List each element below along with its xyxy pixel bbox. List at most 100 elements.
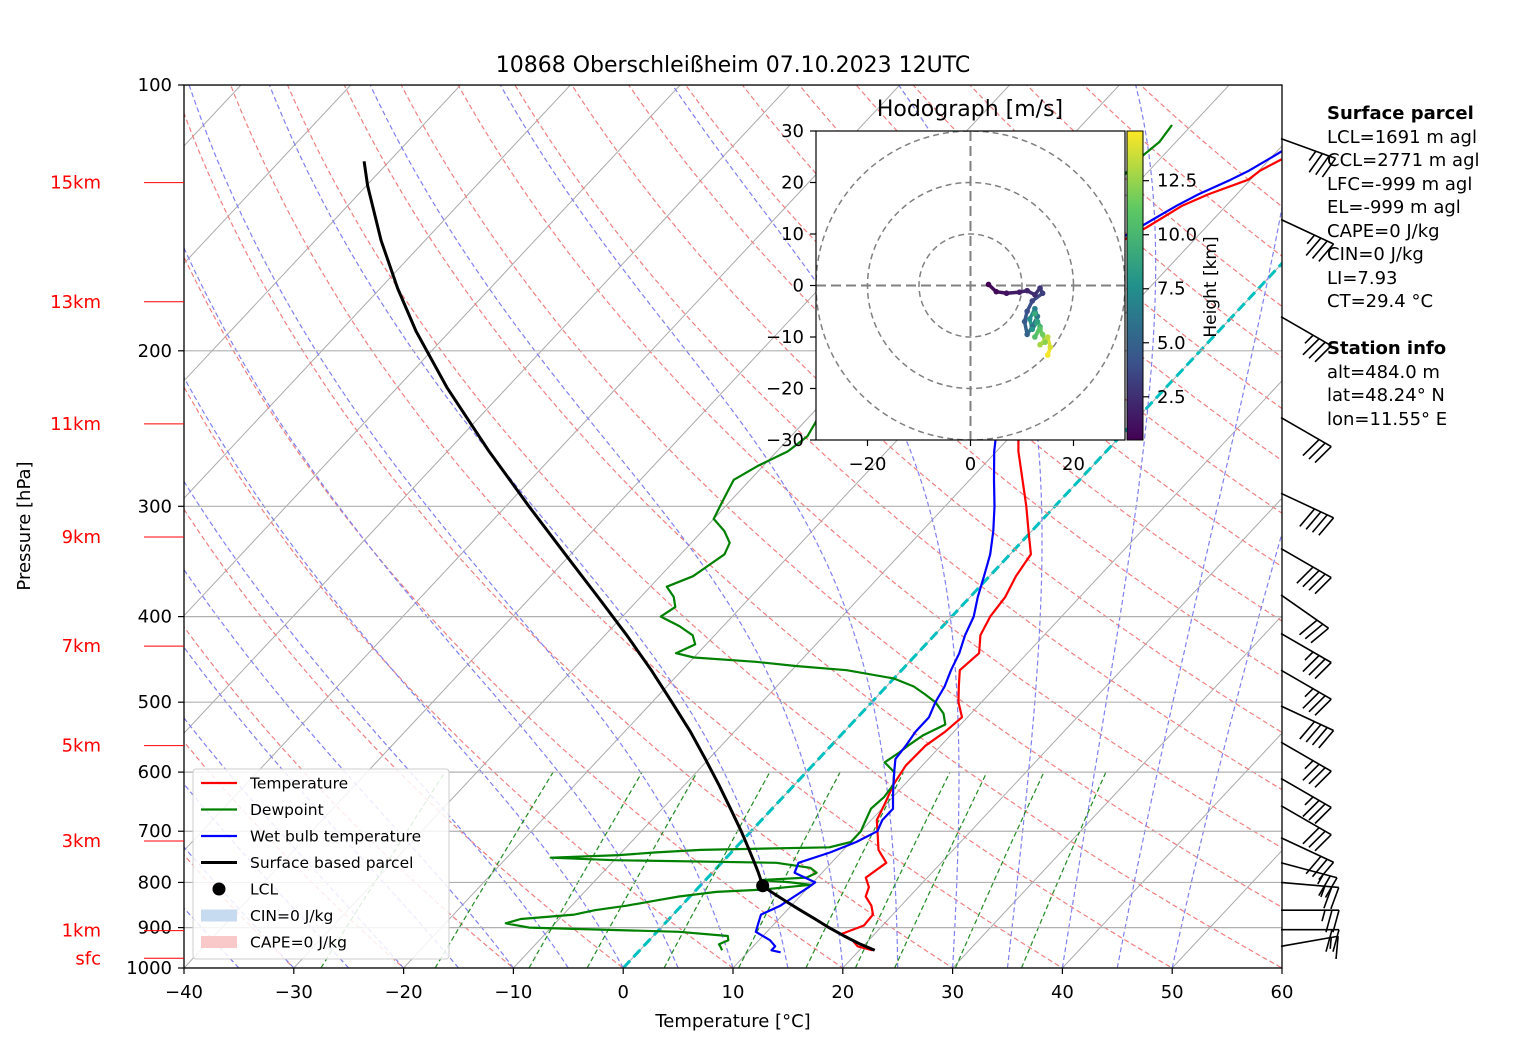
y-tick-label: 1000 (126, 958, 172, 979)
legend-label: Dewpoint (250, 801, 324, 819)
wind-barb-flag (1303, 339, 1319, 355)
wind-barb-flag (1315, 771, 1331, 787)
x-tick-label: −10 (494, 982, 532, 1003)
wind-barb (1281, 778, 1331, 823)
wind-barb-staff (1281, 882, 1339, 887)
wind-barb-staff (1281, 706, 1334, 731)
legend-label: Temperature (249, 775, 348, 793)
x-tick-label: −30 (275, 982, 313, 1003)
wind-barb-flag (1312, 241, 1327, 258)
ccl-value: CCL=2771 m agl (1327, 149, 1480, 173)
wind-barb-flag (1309, 574, 1325, 590)
hodograph-point (1035, 319, 1041, 325)
mixing-ratio-line (529, 772, 642, 968)
y-tick-label: 900 (138, 918, 172, 939)
hodograph-y-tick-label: 10 (781, 224, 804, 245)
legend-swatch-marker (213, 883, 226, 896)
wind-barb-flag (1309, 831, 1325, 847)
wind-barb-half (1330, 937, 1331, 948)
mixing-ratio-line (855, 772, 950, 968)
wind-barb (1281, 670, 1331, 715)
colorbar-label: Height [km] (1201, 236, 1221, 337)
x-tick-label: 50 (1161, 982, 1184, 1003)
x-tick-label: −40 (165, 982, 203, 1003)
wind-barb-flag (1306, 512, 1321, 529)
wind-barb-flag (1309, 696, 1325, 712)
wind-barb-flag (1303, 764, 1319, 780)
legend-swatch-patch (201, 910, 237, 922)
alt-value: alt=484.0 m (1327, 361, 1480, 385)
wind-barb (1281, 493, 1334, 535)
wind-barb-half (1305, 797, 1313, 805)
y-tick-label: 400 (138, 607, 172, 628)
y-tick-label: 500 (138, 692, 172, 713)
el-value: EL=-999 m agl (1327, 196, 1480, 220)
hodograph-x-tick-label: 20 (1062, 454, 1085, 475)
y-tick-label: 800 (138, 872, 172, 893)
wind-barb-flag (1315, 662, 1331, 678)
lat-value: lat=48.24° N (1327, 384, 1480, 408)
wind-barb-flag (1315, 807, 1331, 823)
x-tick-label: −20 (385, 982, 423, 1003)
hodograph-y-tick-label: −10 (766, 327, 804, 348)
hodograph-point (1032, 292, 1038, 298)
hodograph-point (1030, 326, 1036, 332)
mixing-ratio-line (895, 772, 987, 968)
x-tick-label: 30 (941, 982, 964, 1003)
wind-barb-staff (1281, 806, 1331, 835)
wind-barb-staff (1281, 418, 1331, 447)
height-label: 7km (62, 636, 101, 657)
y-tick-label: 600 (138, 762, 172, 783)
wind-barb-flag (1333, 910, 1339, 932)
wind-barb (1281, 219, 1334, 261)
wind-barb-flag (1303, 828, 1319, 844)
wind-barb-staff (1281, 493, 1334, 518)
colorbar-tick-label: 10.0 (1157, 225, 1197, 246)
wind-barb-flag (1306, 238, 1321, 255)
x-axis-label: Temperature [°C] (654, 1011, 810, 1032)
height-label: 3km (62, 831, 101, 852)
hodograph-point (1032, 306, 1038, 312)
wind-barb-flag (1303, 655, 1319, 671)
wind-barb-flag (1303, 800, 1319, 816)
hodograph-point (1045, 352, 1051, 358)
wind-barb-staff (1281, 838, 1334, 863)
x-tick-label: 60 (1271, 982, 1294, 1003)
colorbar-tick-label: 7.5 (1157, 279, 1186, 300)
x-tick-label: 40 (1051, 982, 1074, 1003)
legend-label: LCL (250, 881, 278, 899)
cin-value: CIN=0 J/kg (1327, 243, 1480, 267)
wind-barb-half (1305, 652, 1313, 660)
height-label: 5km (62, 736, 101, 757)
wind-barb (1281, 317, 1331, 362)
hodograph-point (1032, 334, 1038, 340)
y-tick-label: 300 (138, 496, 172, 517)
wind-barb-flag (1303, 440, 1319, 456)
hodograph-point (1048, 345, 1054, 351)
chart-title: 10868 Oberschleißheim 07.10.2023 12UTC (496, 53, 971, 78)
wind-barb-staff (1281, 219, 1334, 244)
lcl-value: LCL=1691 m agl (1327, 126, 1480, 150)
wind-barb-flag (1311, 628, 1329, 643)
mixing-ratio-line (435, 772, 553, 968)
hodograph-point (1030, 298, 1036, 304)
wind-barb-flag (1309, 342, 1325, 358)
wind-barb (1281, 418, 1331, 463)
mixing-ratio-line (1022, 772, 1106, 968)
lon-value: lon=11.55° E (1327, 408, 1480, 432)
wind-barb-flag (1309, 659, 1325, 675)
mixing-ratio-line (955, 772, 1044, 968)
hodograph-point (1004, 290, 1010, 296)
wind-barb (1281, 882, 1339, 908)
wind-barb-flag (1300, 620, 1318, 635)
wind-barb-flag (1324, 887, 1332, 908)
hodograph-point (993, 289, 999, 295)
wind-barb-flag (1319, 731, 1334, 748)
legend-label: CIN=0 J/kg (250, 907, 333, 925)
colorbar-tick-label: 5.0 (1157, 333, 1186, 354)
legend-swatch-patch (201, 936, 237, 948)
hodograph-point (1022, 319, 1028, 325)
wind-barb-half (1322, 910, 1325, 921)
